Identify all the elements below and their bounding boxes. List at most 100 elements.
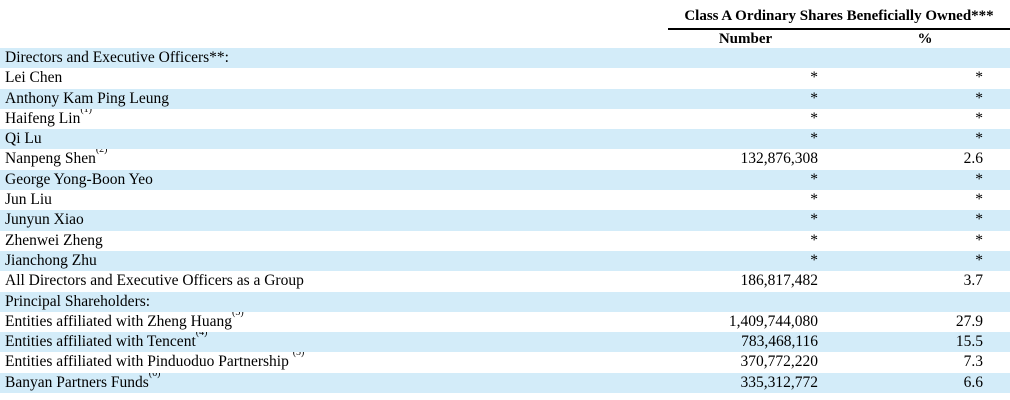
percent-cell: [840, 292, 1010, 312]
number-cell: 186,817,482: [740, 272, 819, 290]
row-label: Nanpeng Shen: [5, 150, 96, 168]
name-cell: Entities affiliated with Tencent(4): [0, 332, 668, 352]
name-cell: George Yong-Boon Yeo: [0, 170, 668, 190]
table-row: Entities affiliated with Tencent(4) 783,…: [0, 332, 1010, 353]
number-cell: *: [810, 251, 818, 269]
table-row: Nanpeng Shen(2) 132,876,308 2.6: [0, 149, 1010, 169]
table-row: All Directors and Executive Officers as …: [0, 271, 1010, 291]
name-cell: Haifeng Lin(1): [0, 109, 668, 129]
row-label: Anthony Kam Ping Leung: [5, 89, 170, 107]
table-row: Anthony Kam Ping Leung * *: [0, 88, 1010, 109]
table-row: Lei Chen * *: [0, 68, 1010, 88]
percent-cell: 27.9: [955, 312, 983, 330]
table-row: Banyan Partners Funds(6) 335,312,772 6.6: [0, 372, 1010, 394]
footnote-reference: (1): [80, 108, 92, 115]
percent-cell: 15.5: [955, 333, 983, 351]
table-row: Zhenwei Zheng * *: [0, 231, 1010, 251]
percent-cell: *: [975, 130, 983, 148]
row-label: George Yong-Boon Yeo: [5, 170, 153, 188]
footnote-reference: (5): [292, 352, 305, 359]
table-row: Jianchong Zhu * *: [0, 250, 1010, 272]
column-gap: [823, 332, 840, 352]
percent-cell: 3.7: [963, 272, 983, 290]
column-gap: [823, 292, 840, 312]
table-row: Qi Lu * *: [0, 129, 1010, 150]
table-row: Principal Shareholders:: [0, 291, 1010, 312]
number-cell: *: [810, 69, 818, 87]
column-gap: [823, 210, 840, 230]
row-label: Lei Chen: [5, 69, 63, 87]
number-cell: *: [810, 170, 818, 188]
table-row: George Yong-Boon Yeo * *: [0, 169, 1010, 191]
row-label: Junyun Xiao: [5, 211, 84, 229]
row-label: All Directors and Executive Officers as …: [5, 272, 304, 290]
name-cell: Jun Liu: [0, 190, 668, 210]
row-label: Jianchong Zhu: [5, 251, 97, 269]
row-label: Principal Shareholders:: [5, 292, 151, 310]
name-cell: Junyun Xiao: [0, 210, 668, 230]
column-gap: [823, 271, 840, 291]
name-cell: Zhenwei Zheng: [0, 231, 668, 251]
number-cell: 783,468,116: [741, 333, 818, 351]
row-label: Entities affiliated with Pinduoduo Partn…: [5, 353, 293, 371]
table-row: Entities affiliated with Zheng Huang(3) …: [0, 312, 1010, 332]
name-cell: Nanpeng Shen(2): [0, 149, 668, 169]
percent-cell: *: [975, 251, 983, 269]
number-cell: *: [810, 191, 818, 209]
column-gap: [823, 109, 840, 129]
number-cell: 370,772,220: [740, 353, 819, 371]
shares-owned-header: Class A Ordinary Shares Beneficially Own…: [668, 8, 1010, 30]
number-cell: 132,876,308: [740, 150, 819, 168]
column-gap: [823, 68, 840, 88]
table-header: Class A Ordinary Shares Beneficially Own…: [668, 8, 1010, 51]
percent-cell: *: [975, 211, 983, 229]
percent-cell: *: [975, 170, 983, 188]
percent-cell: *: [975, 89, 983, 107]
column-gap: [823, 231, 840, 251]
percent-cell: *: [975, 191, 983, 209]
column-gap: [823, 352, 840, 372]
name-cell: Qi Lu: [0, 129, 668, 149]
row-label: Entities affiliated with Zheng Huang: [5, 312, 232, 330]
percent-cell: 2.6: [963, 150, 983, 168]
name-cell: Anthony Kam Ping Leung: [0, 89, 668, 109]
percent-cell: [840, 48, 1010, 68]
number-cell: [668, 292, 823, 312]
column-gap: [823, 129, 840, 149]
percent-cell: *: [975, 231, 983, 249]
number-cell: *: [810, 130, 818, 148]
name-cell: All Directors and Executive Officers as …: [0, 271, 668, 291]
row-label: Entities affiliated with Tencent: [5, 333, 196, 351]
number-cell: *: [810, 109, 818, 127]
number-cell: *: [810, 211, 818, 229]
row-label: Zhenwei Zheng: [5, 231, 103, 249]
footnote-reference: (4): [195, 332, 208, 338]
name-cell: Jianchong Zhu: [0, 251, 668, 271]
footnote-reference: (6): [148, 372, 161, 379]
percent-cell: *: [975, 109, 983, 127]
column-gap: [823, 312, 840, 332]
row-label: Haifeng Lin: [5, 109, 81, 127]
name-cell: Entities affiliated with Pinduoduo Partn…: [0, 352, 668, 372]
name-cell: Entities affiliated with Zheng Huang(3): [0, 312, 668, 332]
number-cell: *: [810, 231, 818, 249]
column-gap: [823, 89, 840, 109]
table-row: Haifeng Lin(1) * *: [0, 109, 1010, 129]
number-cell: 1,409,744,080: [728, 312, 818, 330]
column-gap: [823, 170, 840, 190]
name-cell: Banyan Partners Funds(6): [0, 373, 668, 393]
footnote-reference: (3): [232, 311, 244, 318]
column-gap: [823, 251, 840, 271]
number-cell: 335,312,772: [740, 373, 819, 391]
footnote-reference: (2): [95, 149, 108, 156]
column-gap: [823, 373, 840, 393]
table-row: Junyun Xiao * *: [0, 210, 1010, 231]
name-cell: Lei Chen: [0, 68, 668, 88]
table-body: Directors and Executive Officers**: Lei …: [0, 48, 1010, 394]
column-gap: [823, 190, 840, 210]
percent-cell: 6.6: [963, 373, 983, 391]
table-row: Entities affiliated with Pinduoduo Partn…: [0, 352, 1010, 372]
name-cell: Principal Shareholders:: [0, 292, 668, 312]
table-row: Directors and Executive Officers**:: [0, 48, 1010, 69]
